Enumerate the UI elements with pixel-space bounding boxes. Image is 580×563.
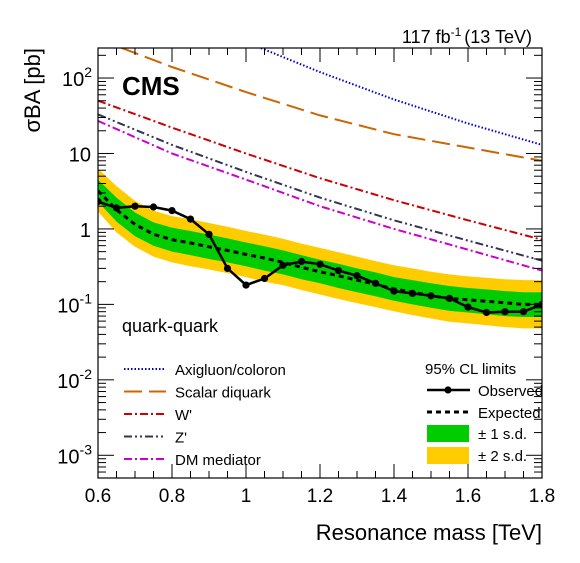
y-tick-label: 10-1 — [57, 290, 92, 317]
y-tick-label: 10 — [69, 144, 91, 166]
y-tick-label: 1 — [80, 220, 91, 242]
observed-point — [297, 257, 306, 266]
legend-marker-observed — [444, 386, 452, 394]
legend-label-expected: Expected — [478, 405, 541, 422]
theory-curve-3 — [98, 113, 542, 262]
x-tick-label: 1.2 — [307, 486, 333, 507]
observed-point — [408, 289, 417, 297]
legend-label-2sd: ± 2 s.d. — [478, 448, 527, 465]
observed-point — [223, 264, 232, 272]
legend-label-model-3: Z' — [175, 430, 187, 447]
observed-point — [482, 308, 491, 317]
x-tick-label: 1.8 — [529, 486, 555, 507]
legend-label-model-0: Axigluon/coloron — [175, 362, 286, 379]
legend-label-1sd: ± 1 s.d. — [478, 426, 527, 443]
observed-point — [186, 215, 195, 223]
uncertainty-bands — [98, 168, 542, 329]
legend-swatch-1sd — [427, 425, 469, 442]
y-tick-label: 10-3 — [57, 441, 92, 468]
observed-point — [205, 230, 213, 238]
legend-label-observed: Observed — [478, 383, 543, 400]
observed-point — [371, 279, 380, 287]
observed-point — [168, 207, 176, 215]
lumi-label: 117 fb-1 (13 TeV) — [402, 25, 532, 47]
theory-curve-0 — [258, 48, 542, 146]
observed-point — [112, 204, 121, 212]
x-tick-label: 0.6 — [85, 486, 111, 507]
observed-point — [149, 203, 158, 211]
experiment-label: CMS — [122, 71, 180, 101]
x-tick-label: 0.8 — [159, 486, 185, 507]
expected-curve — [98, 189, 542, 306]
observed-point — [242, 281, 250, 289]
legend-limits-title: 95% CL limits — [425, 361, 516, 378]
y-axis: 10-3 10-2 10-1 1 10 102 — [57, 54, 542, 479]
observed-point — [519, 308, 528, 316]
observed-point — [427, 292, 435, 300]
observed-point — [279, 261, 287, 269]
x-tick-label: 1.4 — [381, 486, 408, 507]
x-tick-label: 1 — [241, 486, 252, 507]
x-axis: 0.6 0.8 1 1.2 1.4 1.6 1.8 — [85, 48, 555, 507]
x-axis-title: Resonance mass [TeV] — [316, 520, 542, 545]
models-legend: Axigluon/coloron Scalar diquark W' Z' DM med… — [124, 362, 286, 469]
observed-point — [98, 198, 102, 206]
x-tick-label: 1.6 — [455, 486, 481, 507]
theory-curve-2 — [98, 99, 542, 241]
y-tick-label: 10-2 — [57, 366, 92, 393]
limits-legend: 95% CL limits Observed Expected ± 1 s.d. ± 2… — [425, 361, 543, 465]
limit-curves — [98, 48, 542, 317]
observed-point — [316, 260, 324, 268]
theory-curve-1 — [119, 48, 542, 162]
observed-point — [464, 303, 472, 311]
legend-label-model-1: Scalar diquark — [175, 385, 271, 402]
channel-label: quark-quark — [122, 316, 219, 336]
legend-label-model-4: DM mediator — [175, 452, 261, 469]
observed-point — [334, 267, 343, 275]
band-1sd — [98, 179, 542, 317]
observed-point — [353, 272, 361, 280]
observed-point — [131, 202, 139, 210]
observed-point — [390, 287, 398, 295]
observed-point — [260, 274, 269, 283]
observed-point — [445, 294, 454, 302]
y-axis-title: σBA [pb] — [20, 48, 45, 133]
theory-curve-4 — [98, 119, 542, 272]
y-tick-label: 102 — [62, 64, 92, 91]
legend-swatch-2sd — [427, 447, 469, 464]
legend-label-model-2: W' — [175, 407, 192, 424]
observed-point — [501, 308, 509, 316]
